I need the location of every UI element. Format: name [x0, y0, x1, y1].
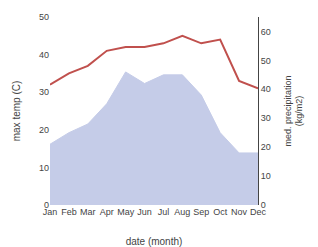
- svg-text:50: 50: [261, 56, 271, 66]
- svg-text:Feb: Feb: [61, 207, 77, 217]
- svg-text:20: 20: [39, 125, 49, 135]
- svg-text:Oct: Oct: [213, 207, 228, 217]
- svg-text:Sep: Sep: [193, 207, 209, 217]
- svg-text:Mar: Mar: [80, 207, 96, 217]
- svg-text:40: 40: [39, 50, 49, 60]
- svg-text:10: 10: [39, 163, 49, 173]
- svg-text:40: 40: [261, 84, 271, 94]
- svg-text:Jul: Jul: [158, 207, 170, 217]
- svg-text:Nov: Nov: [231, 207, 248, 217]
- svg-text:50: 50: [39, 12, 49, 22]
- svg-text:30: 30: [261, 113, 271, 123]
- svg-text:Dec: Dec: [250, 207, 267, 217]
- svg-text:Apr: Apr: [100, 207, 114, 217]
- svg-text:date (month): date (month): [126, 236, 183, 247]
- svg-text:30: 30: [39, 87, 49, 97]
- svg-text:0: 0: [44, 200, 49, 210]
- svg-text:Aug: Aug: [174, 207, 190, 217]
- svg-text:Jun: Jun: [137, 207, 152, 217]
- svg-text:10: 10: [261, 171, 271, 181]
- svg-text:Jan: Jan: [43, 207, 58, 217]
- svg-text:med. precipitation(kg/m2): med. precipitation(kg/m2): [283, 75, 305, 146]
- svg-text:60: 60: [261, 27, 271, 37]
- svg-text:20: 20: [261, 142, 271, 152]
- svg-text:May: May: [117, 207, 135, 217]
- svg-text:0: 0: [261, 200, 266, 210]
- svg-text:max temp (C): max temp (C): [11, 81, 22, 142]
